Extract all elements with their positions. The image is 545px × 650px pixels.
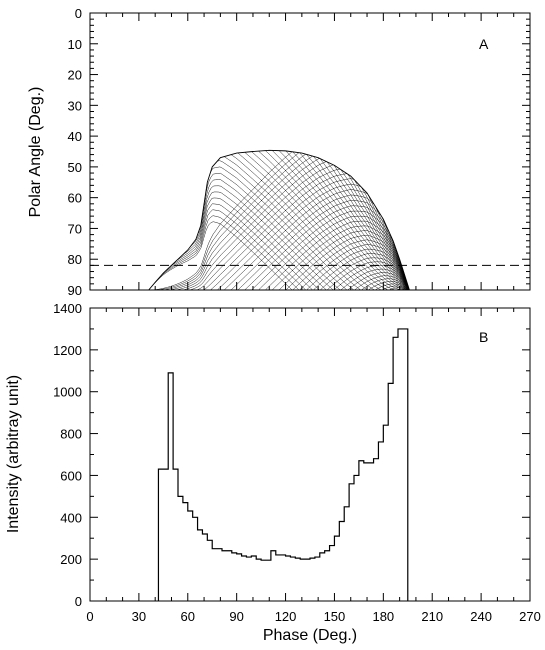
panel-b-y-tick-label: 200: [60, 552, 82, 567]
panel-a-y-tick-label: 10: [68, 37, 82, 52]
panel-b-intensity: 0 30 60 90 120 150 180 210 240 270 0 200 400 600 800 1…: [5, 301, 541, 644]
panel-a-y-ticks: 0 10 20 30 40 50 60 70 80 90: [68, 6, 530, 298]
panel-a-y-tick-label: 40: [68, 129, 82, 144]
panel-a-x-ticks: [89, 13, 531, 290]
panel-a-y-tick-label: 20: [68, 68, 82, 83]
panel-a-mesh-curve: [333, 265, 409, 291]
panel-a-reference-lines: [90, 264, 530, 291]
panel-b-y-tick-label: 1200: [53, 343, 82, 358]
panel-a-mesh-curve: [306, 248, 410, 291]
panel-b-x-tick-label: 30: [132, 609, 146, 624]
panel-a-mesh: [148, 150, 410, 291]
panel-b-y-tick-label: 600: [60, 468, 82, 483]
panel-a-mesh-curve: [210, 166, 354, 291]
panel-a-mesh-curve: [340, 169, 408, 288]
panel-a-mesh-curve: [210, 178, 354, 291]
panel-a-mesh-curve: [155, 152, 300, 291]
panel-a-y-tick-label: 80: [68, 252, 82, 267]
panel-b-x-tick-label: 240: [470, 609, 492, 624]
panel-a-mesh-curve: [361, 278, 410, 291]
panel-a-mesh-curve: [272, 225, 409, 291]
panel-a-mesh-curve: [162, 153, 306, 291]
panel-a-mesh-curve: [320, 257, 409, 291]
panel-a-mesh-curve: [326, 261, 409, 291]
panel-a-mesh-curve: [326, 161, 409, 289]
panel-b-x-tick-label: 90: [229, 609, 243, 624]
panel-a-mesh-curve: [169, 155, 313, 291]
panel-b-x-tick-label: 150: [324, 609, 346, 624]
panel-a-mesh-curve: [285, 234, 408, 291]
panel-b-x-tick-label: 180: [372, 609, 394, 624]
panel-b-y-tick-label: 400: [60, 510, 82, 525]
panel-a-polar-angle: 0 10 20 30 40 50 60 70 80 90 A Polar Angle (Deg.): [27, 6, 531, 298]
panel-a-mesh-curve: [203, 173, 348, 291]
panel-a-frame: [89, 12, 531, 291]
panel-a-mesh-curve: [155, 215, 300, 291]
panel-a-mesh-curve: [272, 150, 409, 291]
panel-a-mesh-curve: [223, 189, 368, 291]
panel-a-envelope-line: [148, 149, 410, 291]
panel-a-mesh-curve: [189, 164, 334, 291]
panel-b-x-tick-label: 270: [519, 609, 541, 624]
panel-b-y-tick-label: 0: [75, 594, 82, 609]
panel-a-mesh-curve: [340, 268, 408, 291]
panel-b-y-ticks: 0 200 400 600 800 1000 1200 1400: [53, 301, 530, 609]
panel-b-x-tick-label: 120: [275, 609, 297, 624]
panel-a-y-tick-label: 0: [75, 6, 82, 21]
panel-a-mesh-curve: [374, 283, 409, 291]
panel-a-mesh-curve: [278, 150, 409, 290]
x-axis-title: Phase (Deg.): [263, 627, 357, 644]
panel-b-x-tick-label: 60: [181, 609, 195, 624]
panel-a-mesh-curve: [244, 205, 389, 291]
panel-a-y-axis-title: Polar Angle (Deg.): [27, 87, 44, 218]
panel-b-y-axis-title: Intensity (arbitray unit): [5, 375, 22, 533]
panel-a-label: A: [479, 36, 489, 52]
panel-a-envelope: [148, 149, 410, 291]
panel-a-mesh-curve: [265, 220, 409, 291]
panel-a-mesh-curve: [347, 272, 408, 291]
panel-b-frame: [89, 307, 531, 602]
panel-b-x-tick-label: 0: [86, 609, 93, 624]
panel-a-mesh-curve: [313, 253, 410, 291]
panel-b-y-tick-label: 1000: [53, 385, 82, 400]
panel-a-mesh-curve: [217, 183, 361, 291]
panel-a-mesh-curve: [368, 281, 410, 291]
panel-b-x-ticks: 0 30 60 90 120 150 180 210 240 270: [86, 308, 541, 624]
panel-a-y-tick-label: 50: [68, 160, 82, 175]
panel-a-mesh-curve: [278, 230, 409, 291]
panel-b-y-tick-label: 800: [60, 427, 82, 442]
panel-a-mesh-curve: [354, 275, 408, 291]
panel-a-mesh-curve: [182, 161, 327, 291]
panel-a-mesh-curve: [292, 239, 408, 291]
panel-a-mesh-curve: [258, 215, 403, 291]
panel-a-mesh-curve: [251, 210, 396, 291]
panel-a-mesh-curve: [381, 285, 409, 291]
panel-a-mesh-curve: [299, 152, 408, 289]
panel-a-mesh-curve: [313, 156, 410, 290]
panel-b-histogram-outline: [157, 328, 409, 601]
panel-a-y-tick-label: 70: [68, 221, 82, 236]
panel-a-mesh-curve: [299, 244, 408, 291]
panel-b-histogram: [157, 328, 409, 601]
panel-a-mesh-curve: [196, 168, 341, 291]
panel-a-mesh-curve: [176, 158, 320, 291]
panel-b-y-tick-label: 1400: [53, 301, 82, 316]
panel-a-y-tick-label: 30: [68, 98, 82, 113]
panel-a-mesh-curve: [388, 287, 409, 291]
panel-a-y-tick-label: 90: [68, 283, 82, 298]
panel-b-x-tick-label: 210: [421, 609, 443, 624]
panel-b-label: B: [479, 329, 488, 345]
panel-a-mesh-curve: [230, 194, 375, 291]
panel-a-mesh-curve: [237, 200, 382, 291]
panel-a-mesh-curve: [148, 151, 293, 291]
panel-a-y-tick-label: 60: [68, 191, 82, 206]
